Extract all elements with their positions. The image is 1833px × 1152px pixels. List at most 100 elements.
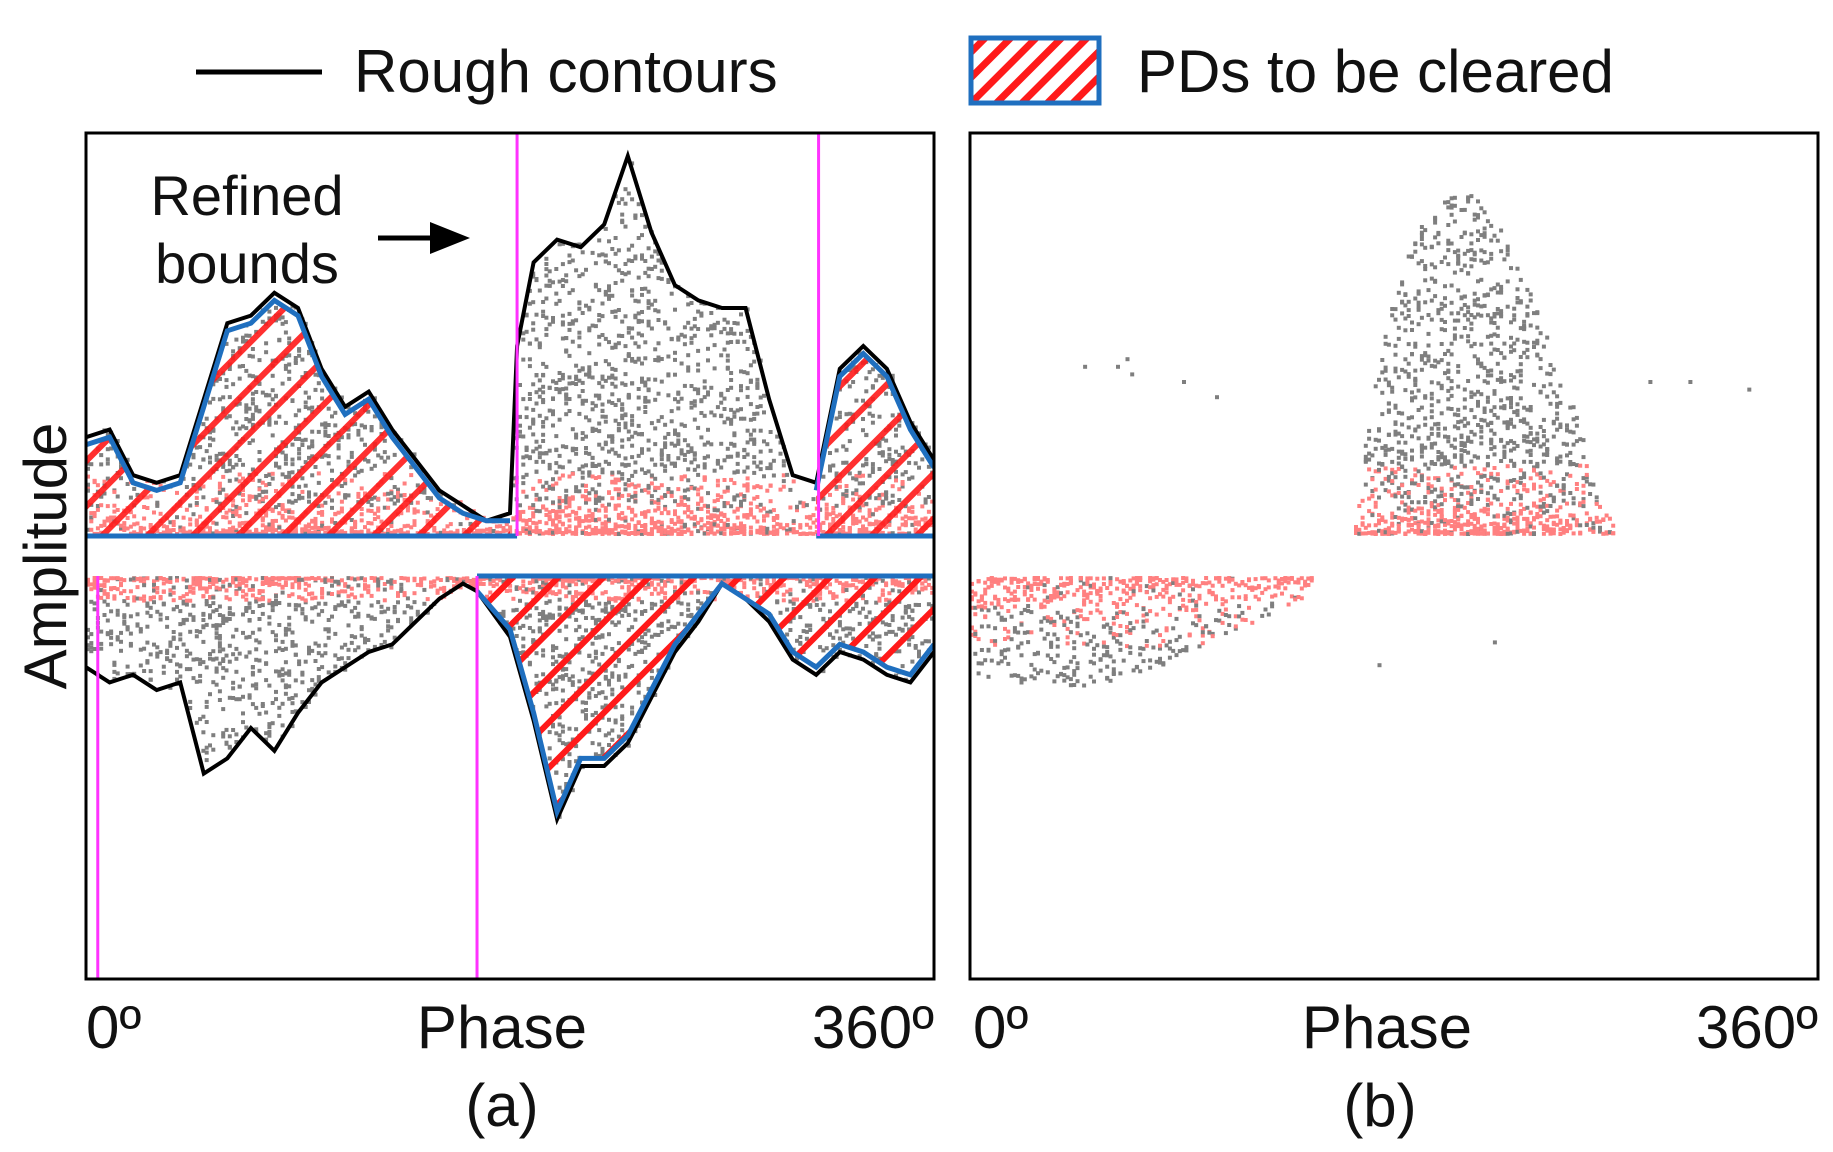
pd-point [188,699,193,704]
pd-point [359,576,364,581]
pd-point [755,382,760,387]
pd-point [234,656,239,661]
pd-point [682,488,687,493]
pd-point [679,530,684,535]
pd-point [564,494,569,499]
pd-point [524,445,529,450]
pd-point [682,474,687,479]
pd-point [316,678,321,683]
pd-point [673,372,677,377]
pd-point [666,525,671,530]
pd-point [234,627,239,632]
pd-point [682,452,687,457]
pd-point [706,515,710,520]
pd-point [653,521,658,525]
pd-point [161,670,166,675]
pd-point [590,323,595,328]
pd-point [224,668,229,673]
pd-point [804,532,809,536]
pd-point [752,485,757,490]
pd-point [593,261,598,266]
pd-point [524,522,529,527]
pd-point [231,634,236,639]
pd-point [290,724,295,729]
pd-point [709,516,714,520]
pd-point [616,398,621,403]
pd-point [554,470,559,475]
pd-point [649,516,654,521]
pd-point [201,576,206,581]
pd-point [706,440,710,445]
pd-point [184,648,189,653]
pd-point [399,588,404,593]
pd-point [702,395,707,400]
pd-point [785,472,790,477]
pd-point [597,318,602,323]
pd-point [696,501,701,506]
pd-point [527,392,532,396]
pd-point [551,280,555,285]
pd-point [570,381,575,386]
pd-point [715,478,720,483]
pd-point [706,509,710,514]
pd-point [593,493,598,498]
pd-point [765,526,770,531]
pd-point [372,616,377,621]
pd-point [363,583,367,588]
pd-point [620,493,625,498]
pd-point [346,405,351,410]
pd-point [616,503,621,508]
pd-point [682,503,687,507]
pd-point [640,511,644,516]
pd-point [415,612,420,617]
pd-point [287,622,292,627]
pd-point [554,291,559,296]
pd-point [204,599,209,603]
pd-point [544,480,549,485]
pd-point [636,423,641,428]
pd-point [643,270,648,275]
pd-point [99,646,104,651]
pd-point [217,698,222,702]
pd-point [557,499,562,504]
pd-point [274,633,278,638]
pd-point [165,624,170,629]
pd-point [640,287,644,291]
pd-point [689,516,694,521]
pd-point [412,578,417,583]
pd-point [547,486,552,491]
pd-point [560,531,565,535]
pd-point [804,503,809,508]
pd-point [560,313,565,318]
pd-point [237,576,242,581]
pd-point [564,488,569,493]
pd-point [544,327,549,332]
pd-point [323,577,328,582]
pd-point [560,509,565,514]
pd-point [241,612,245,617]
pd-point [152,600,156,605]
pd-point [353,595,358,600]
pd-point [725,416,730,421]
pd-point [557,378,562,382]
pd-point [257,604,262,608]
pd-point [560,284,565,288]
pd-point [676,337,681,342]
pd-point [527,530,532,535]
pd-point [722,317,727,322]
pd-point [643,410,648,414]
pd-point [178,609,183,614]
pd-point [673,428,677,433]
pd-point [706,358,710,363]
pd-point [211,747,216,752]
pd-point [702,477,707,482]
pd-point [626,258,631,263]
pd-point [590,401,595,406]
pd-point [574,451,579,456]
pd-point [254,647,259,652]
pd-point [646,388,651,393]
pd-point [811,531,816,536]
pd-point [623,515,628,520]
pd-point [534,337,539,342]
pd-point [560,473,565,478]
